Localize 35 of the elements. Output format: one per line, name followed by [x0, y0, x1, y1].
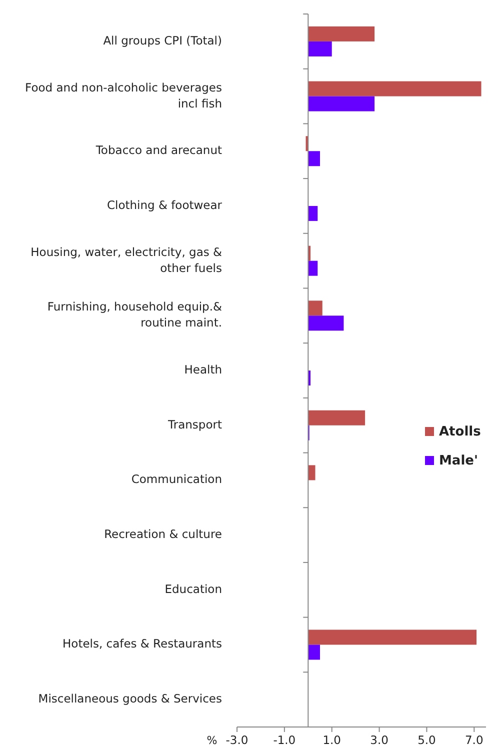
y-tick-label: Health	[184, 362, 222, 377]
x-tick-label: 5.0	[418, 733, 436, 747]
x-tick-label: -1.0	[273, 733, 296, 747]
y-tick-label: Communication	[131, 472, 222, 486]
x-tick-label: 1.0	[322, 733, 342, 747]
bar	[308, 151, 320, 166]
bar	[308, 81, 482, 96]
y-tick-label: All groups CPI (Total)	[103, 34, 222, 48]
bar	[308, 465, 316, 480]
x-tick-label: -3.0	[226, 733, 248, 747]
bar	[308, 41, 332, 56]
bar	[308, 410, 366, 426]
legend-label: Male'	[439, 454, 478, 469]
y-tick-label: Furnishing, household equip.& routine maint.	[47, 300, 222, 330]
bar	[308, 300, 322, 316]
bar	[308, 26, 375, 42]
bar	[308, 630, 477, 645]
y-tick-label: Recreation & culture	[104, 527, 222, 542]
bar	[308, 260, 318, 276]
y-tick-label: Food and non-alcoholic beverages incl fish	[25, 80, 222, 110]
x-axis-title: %	[206, 734, 218, 747]
y-tick-label: Miscellaneous goods & Services	[38, 692, 222, 706]
y-tick-label: Transport	[167, 417, 222, 432]
y-tick-label: Clothing & footwear	[106, 198, 222, 212]
y-tick-label: Housing, water, electricity, gas & other fuels	[30, 244, 222, 275]
bar	[308, 316, 344, 331]
y-tick-label: Education	[164, 582, 222, 596]
y-tick-label: Hotels, cafes & Restaurants	[62, 636, 222, 651]
bar	[308, 206, 318, 221]
x-tick-label: 7.0	[464, 733, 484, 747]
bar	[308, 96, 375, 112]
bar	[308, 644, 320, 660]
y-tick-label: Tobacco and arecanut	[94, 143, 222, 158]
x-tick-label: 3.0	[370, 733, 388, 747]
legend-label: Atolls	[439, 424, 482, 440]
